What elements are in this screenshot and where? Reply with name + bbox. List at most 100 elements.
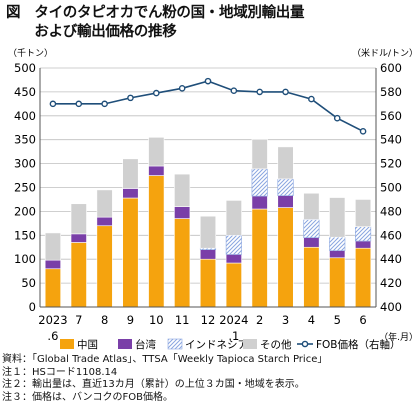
y-left-tick-label: 50 — [21, 276, 36, 290]
y-right-axis-label: （米ドル/トン） — [352, 47, 418, 59]
fob-price-point — [127, 94, 134, 102]
legend-label: 中国 — [77, 338, 98, 351]
note-3: 注３：価格は、バンコクのFOB価格。 — [2, 391, 173, 403]
y-right-tick-label: 460 — [380, 228, 402, 242]
bar-china — [329, 257, 346, 308]
bar-indonesia — [329, 236, 346, 251]
y-left-tick-label: 350 — [14, 133, 36, 147]
bar-china — [199, 258, 217, 308]
bar-other — [329, 197, 346, 238]
y-left-tick-label: 250 — [14, 181, 36, 195]
bar-indonesia — [225, 235, 242, 255]
legend-label: インドネシア — [185, 339, 248, 351]
x-tick-label: 12 — [201, 313, 216, 327]
fob-price-point — [359, 128, 367, 135]
bar-taiwan — [225, 254, 242, 264]
x-tick-label: 5 — [334, 313, 341, 327]
bar-china — [44, 268, 61, 308]
note-2: 注２：輸出量は、直近13カ月（累計）の上位３カ国・地域を表示。 — [2, 379, 305, 390]
note-1: 注１：HSコード1108.14 — [2, 366, 118, 378]
bar-china — [277, 207, 294, 308]
chart-legend: 中国 台湾 インドネシア その他 FOB価格（右軸） — [60, 338, 401, 351]
bar-other — [148, 137, 165, 167]
figure-title-line1: 図 タイのタピオカでん粉の国・地域別輸出量 — [6, 5, 305, 21]
y-right-tick-label: 500 — [380, 181, 402, 195]
fob-price-point — [256, 88, 263, 96]
y-right-tick-label: 520 — [380, 157, 402, 171]
legend-swatch — [60, 339, 74, 349]
bar-china — [96, 225, 113, 308]
fob-price-point — [153, 89, 160, 97]
chart-price-line — [49, 77, 367, 135]
legend-swatch — [243, 339, 257, 349]
y-left-tick-label: 400 — [14, 109, 36, 123]
bar-taiwan — [44, 259, 61, 270]
x-tick-label: 2 — [256, 313, 263, 327]
x-tick-label: .1 — [228, 329, 239, 343]
bar-china — [148, 175, 165, 308]
y-right-tick-label: 420 — [380, 276, 402, 290]
y-right-tick-label: 400 — [380, 300, 402, 314]
bar-other — [251, 138, 268, 170]
bar-taiwan — [199, 249, 217, 260]
x-tick-label: 10 — [149, 313, 164, 327]
fob-price-point — [49, 100, 57, 108]
fob-price-point — [333, 114, 341, 122]
y-right-tick-label: 480 — [380, 204, 402, 218]
bar-taiwan — [148, 165, 165, 176]
legend-swatch — [118, 339, 132, 349]
bar-taiwan — [251, 195, 268, 210]
fob-price-point — [178, 85, 186, 92]
fob-price-line — [52, 80, 364, 133]
legend-label: FOB価格（右軸） — [316, 338, 401, 351]
chart-gridlines — [40, 67, 376, 308]
bar-taiwan — [355, 240, 372, 249]
fob-price-point — [75, 100, 83, 108]
bar-indonesia — [277, 178, 294, 196]
bar-taiwan — [174, 206, 191, 219]
bar-china — [355, 247, 372, 308]
y-left-tick-label: 0 — [29, 300, 36, 314]
bar-other — [44, 232, 61, 261]
bar-other — [225, 200, 242, 236]
bar-other — [96, 189, 113, 218]
bar-taiwan — [96, 216, 113, 227]
fob-price-point — [308, 95, 315, 103]
bar-taiwan — [277, 195, 294, 208]
legend-label: その他 — [260, 338, 292, 351]
bar-other — [70, 203, 87, 235]
y-left-tick-label: 100 — [14, 252, 36, 266]
bar-taiwan — [70, 233, 87, 243]
y-right-tick-label: 560 — [380, 109, 402, 123]
bar-other — [303, 192, 320, 220]
x-tick-label: .6 — [47, 329, 58, 343]
x-tick-label: 4 — [308, 313, 315, 327]
y-left-tick-label: 300 — [14, 157, 36, 171]
bar-other — [122, 158, 139, 189]
x-tick-label: 2023 — [38, 313, 67, 327]
legend-label: 台湾 — [135, 338, 156, 351]
y-left-tick-label: 150 — [14, 228, 36, 242]
legend-swatch — [167, 338, 183, 350]
x-tick-label: 8 — [101, 313, 108, 327]
figure-title: 図 タイのタピオカでん粉の国・地域別輸出量 および輸出価格の推移 — [6, 4, 305, 42]
y-left-tick-label: 200 — [14, 204, 36, 218]
bar-china — [122, 197, 139, 308]
x-tick-label: 3 — [282, 313, 289, 327]
note-source: 資料：「Global Trade Atlas」、TTSA「Weekly Tapi… — [2, 354, 328, 365]
bar-china — [174, 218, 191, 308]
y-right-tick-label: 440 — [380, 252, 402, 266]
bar-other — [355, 199, 372, 227]
y-right-tick-label: 540 — [380, 133, 402, 147]
bar-other — [277, 146, 294, 180]
bar-china — [303, 246, 320, 308]
bar-other — [174, 173, 191, 207]
bar-other — [199, 215, 217, 249]
chart-bars — [44, 137, 372, 308]
x-tick-label: 9 — [127, 313, 134, 327]
bar-taiwan — [122, 188, 139, 199]
chart-axes: 0 50 100 150 200 250 300 350 400 450 500 400 420 440 4… — [8, 47, 418, 343]
bar-indonesia — [251, 168, 268, 197]
fob-price-point — [282, 88, 289, 96]
